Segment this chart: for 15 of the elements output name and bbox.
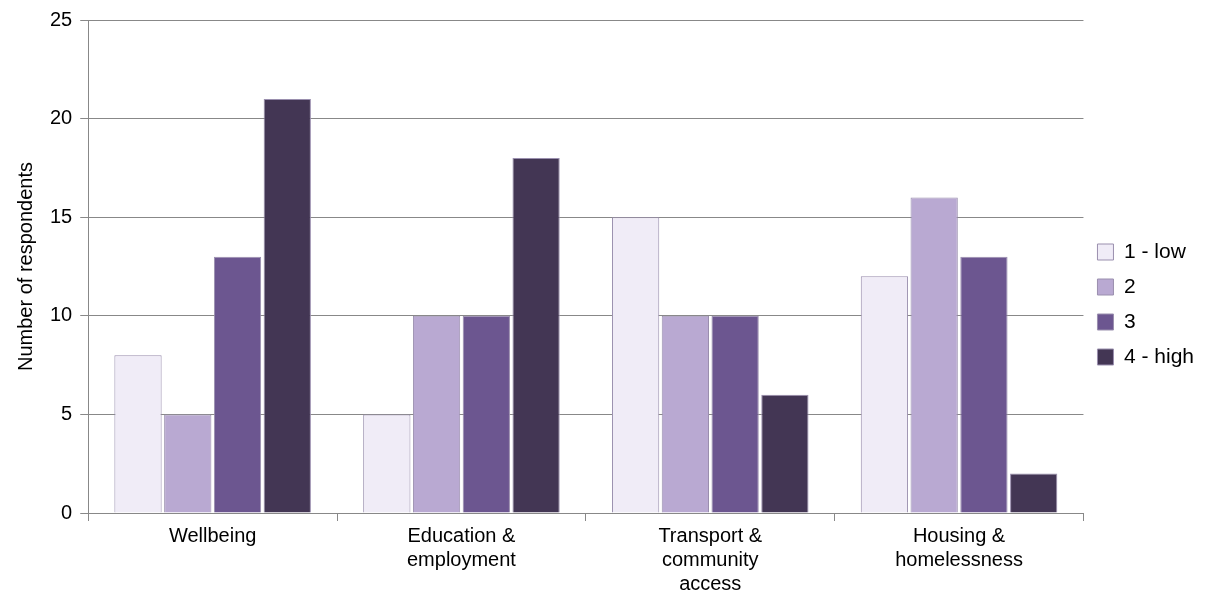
y-tick-label: 20 <box>50 106 73 129</box>
y-tick-label: 25 <box>50 7 73 30</box>
y-tick-label: 5 <box>61 401 73 424</box>
x-tick-label: Transport & community access <box>658 523 763 594</box>
y-tick-label: 10 <box>50 303 73 326</box>
legend-label: 4 - high <box>1123 343 1194 367</box>
y-tick-label: 15 <box>50 204 73 227</box>
legend-label: 3 <box>1123 308 1136 332</box>
x-tick-label: Housing & homelessness <box>895 523 1023 570</box>
y-tick-label: 0 <box>61 500 73 523</box>
x-tick-label: Wellbeing <box>168 523 257 546</box>
y-axis-title: Number of respondents <box>13 161 36 372</box>
legend-label: 1 - low <box>1123 238 1187 262</box>
legend-label: 2 <box>1123 273 1136 297</box>
x-tick-label: Education & employment <box>406 523 517 570</box>
